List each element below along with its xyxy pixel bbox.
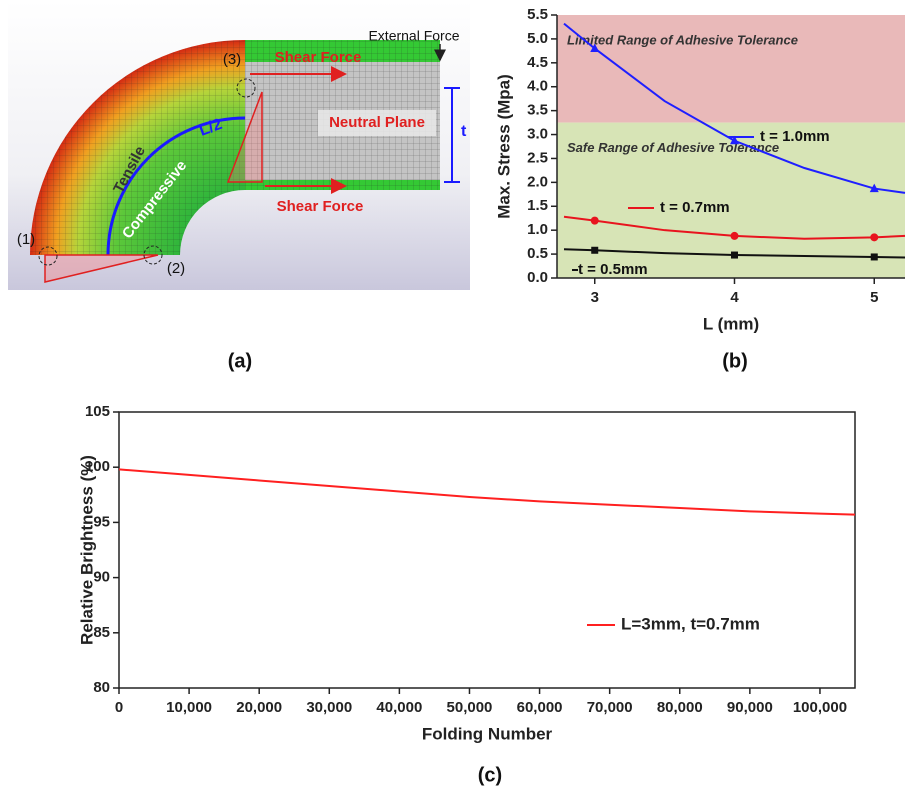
y-axis-title: Max. Stress (Mpa)	[494, 74, 513, 219]
marker	[731, 252, 738, 259]
x-tick-label: 70,000	[587, 699, 633, 716]
y-tick-label: 2.5	[527, 149, 548, 166]
y-tick-label: 4.5	[527, 54, 548, 71]
legend-label: t = 0.7mm	[660, 199, 730, 216]
band	[557, 15, 905, 123]
marker	[871, 253, 878, 260]
label: Shear Force	[277, 198, 364, 215]
y-tick-label: 2.0	[527, 173, 548, 190]
caption: (b)	[722, 350, 748, 372]
line	[119, 469, 855, 514]
y-axis-title: Relative Brightness (%)	[77, 455, 96, 645]
page: { "diagram": { "labels": { "external_for…	[0, 0, 907, 794]
marker	[591, 247, 598, 254]
x-axis-title: Folding Number	[422, 724, 553, 743]
band-label: Limited Range of Adhesive Tolerance	[567, 32, 798, 47]
x-axis-title: L (mm)	[703, 314, 759, 333]
panel-a: External Force Shear Force Shear Force N…	[8, 0, 470, 290]
x-tick-label: 20,000	[236, 699, 282, 716]
x-tick-label: 0	[115, 699, 123, 716]
marker	[730, 232, 738, 240]
label: Shear Force	[275, 49, 362, 66]
label: (2)	[167, 260, 185, 277]
y-tick-label: 0.5	[527, 245, 548, 262]
label: External Force	[368, 28, 459, 44]
y-tick-label: 5.5	[527, 6, 548, 23]
legend-label: t = 1.0mm	[760, 128, 830, 145]
y-tick-label: 105	[85, 403, 110, 420]
y-tick-label: 1.5	[527, 197, 548, 214]
x-tick-label: 80,000	[657, 699, 703, 716]
x-tick-label: 3	[591, 289, 599, 306]
band-label: Safe Range of Adhesive Tolerance	[567, 140, 779, 155]
x-tick-label: 100,000	[793, 699, 847, 716]
x-tick-label: 60,000	[517, 699, 563, 716]
marker	[591, 217, 599, 225]
figure: External Force Shear Force Shear Force N…	[0, 0, 907, 794]
label: Neutral Plane	[329, 114, 425, 131]
legend-label: t = 0.5mm	[578, 261, 648, 278]
x-tick-label: 40,000	[376, 699, 422, 716]
plot-frame	[119, 412, 855, 688]
x-tick-label: 5	[870, 289, 878, 306]
x-tick-label: 10,000	[166, 699, 212, 716]
x-tick-label: 4	[730, 289, 739, 306]
y-tick-label: 80	[93, 679, 110, 696]
marker	[870, 233, 878, 241]
y-tick-label: 4.0	[527, 78, 548, 95]
legend-label: L=3mm, t=0.7mm	[621, 614, 760, 633]
y-tick-label: 0.0	[527, 269, 548, 286]
y-tick-label: 5.0	[527, 30, 548, 47]
x-tick-label: 90,000	[727, 699, 773, 716]
y-tick-label: 1.0	[527, 221, 548, 238]
caption: (c)	[478, 764, 502, 786]
label: (3)	[223, 51, 241, 68]
y-tick-label: 3.5	[527, 102, 548, 119]
x-tick-label: 50,000	[447, 699, 493, 716]
label: (1)	[17, 231, 35, 248]
label: t	[461, 123, 467, 140]
x-tick-label: 30,000	[306, 699, 352, 716]
caption: (a)	[228, 350, 252, 372]
y-tick-label: 3.0	[527, 126, 548, 143]
